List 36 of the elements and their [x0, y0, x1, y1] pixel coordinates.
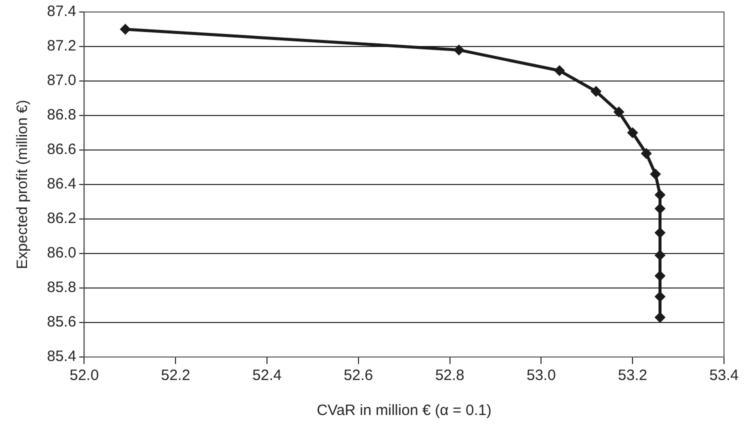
point — [590, 86, 602, 97]
y-tick-label: 86.0 — [46, 244, 76, 262]
x-tick-label: 52.2 — [160, 367, 190, 384]
y-tick-label: 85.4 — [46, 348, 76, 366]
y-tick-label: 86.4 — [46, 176, 76, 193]
point — [654, 250, 666, 261]
point — [654, 203, 666, 214]
point — [654, 270, 666, 282]
y-tick-label: 87.0 — [46, 72, 76, 90]
y-tick-label: 86.6 — [46, 141, 76, 158]
point — [453, 44, 464, 56]
point — [654, 189, 666, 200]
y-tick-label: 87.4 — [46, 3, 76, 20]
y-tick-label: 86.8 — [46, 106, 76, 124]
y-tick-label: 86.2 — [46, 210, 76, 228]
x-tick-label: 53.4 — [709, 367, 739, 384]
x-tick-label: 53.2 — [618, 367, 648, 384]
point — [640, 148, 652, 159]
point — [613, 106, 624, 118]
x-tick-label: 52.4 — [252, 367, 282, 384]
x-tick-label: 52.0 — [70, 367, 99, 384]
point — [650, 168, 661, 180]
x-tick-label: 52.6 — [344, 367, 373, 384]
y-axis-title: Expected profit (million €) — [14, 100, 32, 270]
point — [627, 127, 638, 138]
point — [654, 227, 666, 238]
y-tick-label: 87.2 — [46, 38, 76, 55]
x-tick-label: 52.8 — [435, 367, 464, 384]
point — [554, 65, 565, 76]
y-tick-label: 85.8 — [46, 279, 76, 296]
y-tick-label: 85.6 — [46, 314, 76, 331]
x-tick-label: 53.0 — [526, 367, 556, 384]
point — [654, 291, 666, 302]
point — [120, 24, 131, 35]
point — [654, 312, 666, 323]
x-axis-title: CVaR in million € (α = 0.1) — [316, 402, 492, 420]
